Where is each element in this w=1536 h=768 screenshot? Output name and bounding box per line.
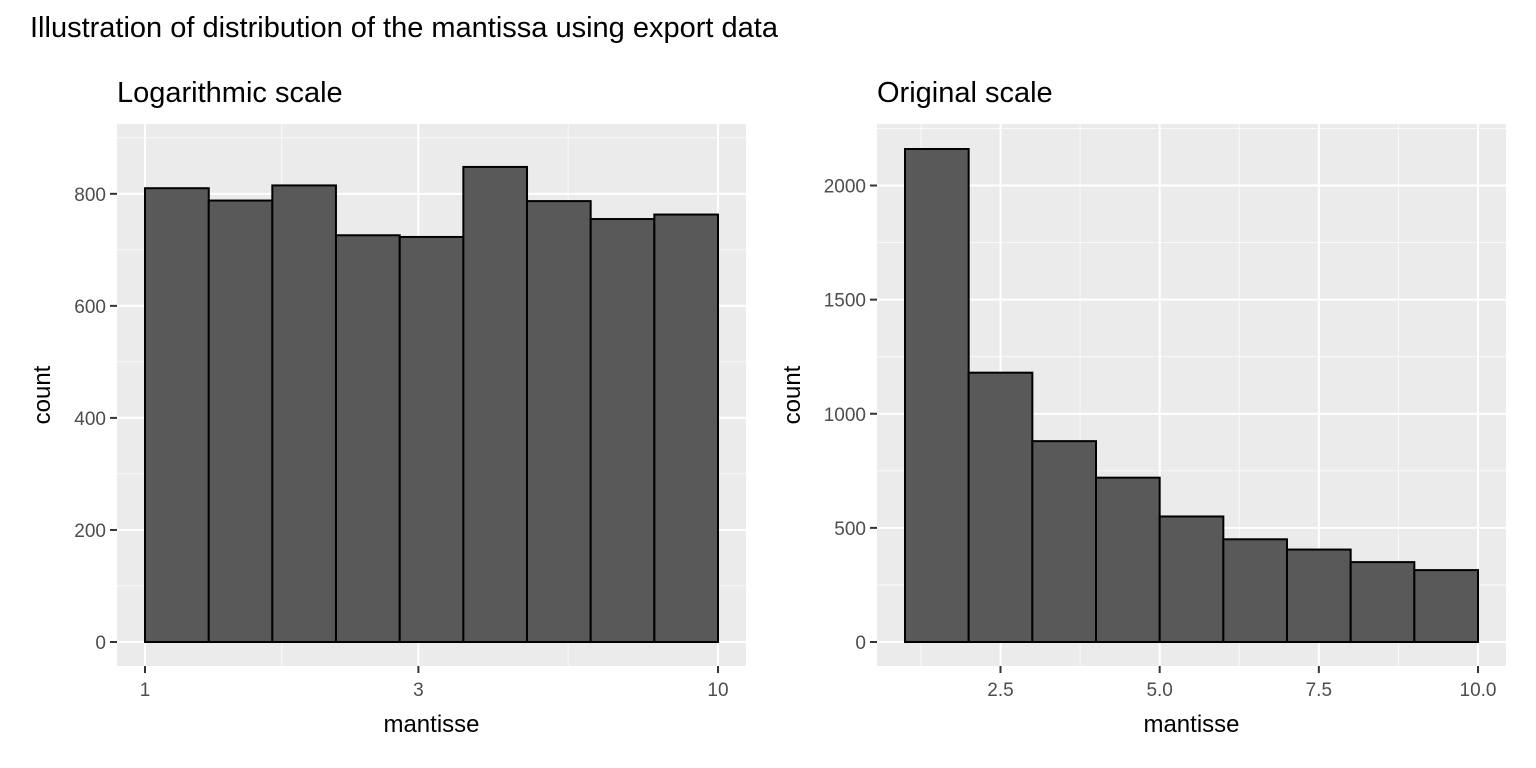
subplot-title: Logarithmic scale: [117, 77, 343, 109]
x-axis-title: mantisse: [383, 711, 479, 738]
histogram-bar: [1349, 561, 1416, 643]
x-tick-label: 5.0: [1146, 680, 1172, 701]
histogram-bar: [1222, 538, 1289, 644]
x-tick-label: 10: [707, 680, 728, 701]
y-tick-label: 800: [74, 185, 106, 206]
histogram-bar: [207, 199, 274, 643]
histogram-bar: [1095, 476, 1161, 643]
y-tick-label: 200: [74, 521, 106, 542]
y-tick-label: 0: [855, 633, 866, 654]
histogram-bar: [1413, 569, 1480, 644]
x-tick-label: 7.5: [1306, 680, 1332, 701]
histogram-bar: [589, 218, 656, 643]
histogram-bar: [526, 200, 592, 643]
y-tick-label: 400: [74, 409, 106, 430]
y-tick-label: 1500: [824, 291, 866, 312]
x-tick-label: 1: [140, 680, 151, 701]
x-axis-title: mantisse: [1143, 711, 1239, 738]
y-tick-label: 2000: [824, 177, 866, 198]
histogram-bar: [1286, 548, 1352, 643]
y-axis-title: count: [29, 365, 56, 424]
histogram-bar: [144, 187, 210, 643]
histogram-bar: [1158, 515, 1225, 643]
histogram-bar: [904, 148, 970, 643]
histogram-bar: [334, 234, 401, 643]
x-tick-label: 3: [413, 680, 424, 701]
y-tick-label: 500: [834, 519, 866, 540]
y-axis-title: count: [779, 365, 806, 424]
histogram-original-scale: 0 500 1000 1500 2000 2.5 5.0 7.5 10.0 Original sc…: [779, 77, 1506, 738]
histogram-bar: [398, 235, 465, 643]
x-tick-label: 10.0: [1460, 680, 1497, 701]
y-tick-label: 0: [95, 633, 106, 654]
histogram-bar: [653, 213, 720, 643]
histogram-bar: [462, 165, 529, 643]
y-tick-label: 1000: [824, 405, 866, 426]
histogram-log-scale: 0 200 400 600 800 1 3 10 Logarithmic scale mantis…: [29, 77, 746, 738]
y-tick-label: 600: [74, 297, 106, 318]
x-tick-label: 2.5: [987, 680, 1013, 701]
subplot-title: Original scale: [877, 77, 1053, 109]
histogram-bar: [271, 184, 337, 644]
histogram-bar: [967, 371, 1034, 643]
histogram-bar: [1031, 440, 1098, 644]
main-title: Illustration of distribution of the mant…: [30, 12, 778, 44]
